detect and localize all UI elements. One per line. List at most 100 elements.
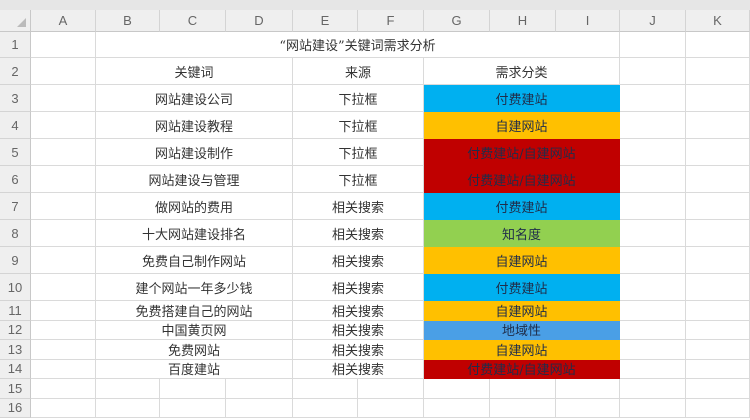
cell-J14[interactable] [620, 359, 686, 379]
row-header-4[interactable]: 4 [0, 112, 31, 139]
row-header-1[interactable]: 1 [0, 32, 31, 58]
cell-A15[interactable] [31, 379, 96, 399]
source-cell[interactable]: 相关搜索 [293, 301, 424, 321]
category-cell[interactable]: 地域性 [424, 320, 620, 340]
cell-A11[interactable] [31, 301, 96, 321]
category-cell[interactable]: 自建网站 [424, 247, 620, 274]
cell-K5[interactable] [686, 139, 750, 166]
cell-A2[interactable] [31, 58, 96, 85]
cell-K3[interactable] [686, 85, 750, 112]
keyword-cell[interactable]: 免费搭建自己的网站 [96, 301, 293, 321]
row-header-15[interactable]: 15 [0, 379, 31, 399]
cell-J10[interactable] [620, 274, 686, 301]
header-category[interactable]: 需求分类 [424, 58, 620, 85]
cell-A10[interactable] [31, 274, 96, 301]
empty-cell[interactable] [424, 398, 490, 418]
category-cell[interactable]: 付费建站 [424, 193, 620, 220]
cell-K10[interactable] [686, 274, 750, 301]
empty-cell[interactable] [358, 398, 424, 418]
empty-cell[interactable] [556, 398, 620, 418]
category-cell[interactable]: 自建网站 [424, 340, 620, 360]
cell-J16[interactable] [620, 398, 686, 418]
empty-cell[interactable] [293, 398, 358, 418]
category-cell[interactable]: 自建网站 [424, 301, 620, 321]
cell-A16[interactable] [31, 398, 96, 418]
cell-K14[interactable] [686, 359, 750, 379]
cell-J11[interactable] [620, 301, 686, 321]
source-cell[interactable]: 下拉框 [293, 85, 424, 112]
cell-J8[interactable] [620, 220, 686, 247]
keyword-cell[interactable]: 做网站的费用 [96, 193, 293, 220]
empty-cell[interactable] [424, 379, 490, 399]
empty-cell[interactable] [490, 398, 556, 418]
category-cell[interactable]: 知名度 [424, 220, 620, 247]
cell-J9[interactable] [620, 247, 686, 274]
source-cell[interactable]: 下拉框 [293, 112, 424, 139]
keyword-cell[interactable]: 建个网站一年多少钱 [96, 274, 293, 301]
empty-cell[interactable] [226, 379, 293, 399]
cell-A1[interactable] [31, 32, 96, 58]
cell-J5[interactable] [620, 139, 686, 166]
cell-A5[interactable] [31, 139, 96, 166]
column-header-D[interactable]: D [226, 10, 293, 32]
empty-cell[interactable] [160, 379, 226, 399]
category-cell[interactable]: 自建网站 [424, 112, 620, 139]
column-header-B[interactable]: B [96, 10, 160, 32]
column-header-F[interactable]: F [358, 10, 424, 32]
keyword-cell[interactable]: 十大网站建设排名 [96, 220, 293, 247]
cell-J6[interactable] [620, 166, 686, 193]
keyword-cell[interactable]: 百度建站 [96, 359, 293, 379]
cell-K16[interactable] [686, 398, 750, 418]
empty-cell[interactable] [556, 379, 620, 399]
cell-A12[interactable] [31, 320, 96, 340]
empty-cell[interactable] [293, 379, 358, 399]
keyword-cell[interactable]: 网站建设公司 [96, 85, 293, 112]
row-header-10[interactable]: 10 [0, 274, 31, 301]
row-header-9[interactable]: 9 [0, 247, 31, 274]
row-header-11[interactable]: 11 [0, 301, 31, 321]
keyword-cell[interactable]: 免费自己制作网站 [96, 247, 293, 274]
source-cell[interactable]: 相关搜索 [293, 193, 424, 220]
column-header-E[interactable]: E [293, 10, 358, 32]
cell-K8[interactable] [686, 220, 750, 247]
source-cell[interactable]: 下拉框 [293, 166, 424, 193]
keyword-cell[interactable]: 免费网站 [96, 340, 293, 360]
column-header-H[interactable]: H [490, 10, 556, 32]
keyword-cell[interactable]: 网站建设制作 [96, 139, 293, 166]
row-header-2[interactable]: 2 [0, 58, 31, 85]
cell-K7[interactable] [686, 193, 750, 220]
cell-A3[interactable] [31, 85, 96, 112]
cell-K6[interactable] [686, 166, 750, 193]
source-cell[interactable]: 相关搜索 [293, 220, 424, 247]
keyword-cell[interactable]: 网站建设教程 [96, 112, 293, 139]
cell-K11[interactable] [686, 301, 750, 321]
source-cell[interactable]: 下拉框 [293, 139, 424, 166]
row-header-13[interactable]: 13 [0, 340, 31, 360]
row-header-14[interactable]: 14 [0, 359, 31, 379]
row-header-7[interactable]: 7 [0, 193, 31, 220]
row-header-3[interactable]: 3 [0, 85, 31, 112]
category-cell[interactable]: 付费建站 [424, 274, 620, 301]
category-cell[interactable]: 付费建站/自建网站 [424, 139, 620, 166]
category-cell[interactable]: 付费建站 [424, 85, 620, 112]
cell-K12[interactable] [686, 320, 750, 340]
cell-A8[interactable] [31, 220, 96, 247]
cell-A9[interactable] [31, 247, 96, 274]
column-header-K[interactable]: K [686, 10, 750, 32]
cell-K4[interactable] [686, 112, 750, 139]
cell-J15[interactable] [620, 379, 686, 399]
cell-J1[interactable] [620, 32, 686, 58]
column-header-I[interactable]: I [556, 10, 620, 32]
sheet-title[interactable]: “网站建设”关键词需求分析 [96, 32, 620, 58]
keyword-cell[interactable]: 网站建设与管理 [96, 166, 293, 193]
select-all-button[interactable] [0, 10, 31, 32]
column-header-A[interactable]: A [31, 10, 96, 32]
category-cell[interactable]: 付费建站/自建网站 [424, 359, 620, 379]
cell-K1[interactable] [686, 32, 750, 58]
cell-K9[interactable] [686, 247, 750, 274]
category-cell[interactable]: 付费建站/自建网站 [424, 166, 620, 193]
cell-A6[interactable] [31, 166, 96, 193]
cell-A13[interactable] [31, 340, 96, 360]
cell-K2[interactable] [686, 58, 750, 85]
source-cell[interactable]: 相关搜索 [293, 247, 424, 274]
